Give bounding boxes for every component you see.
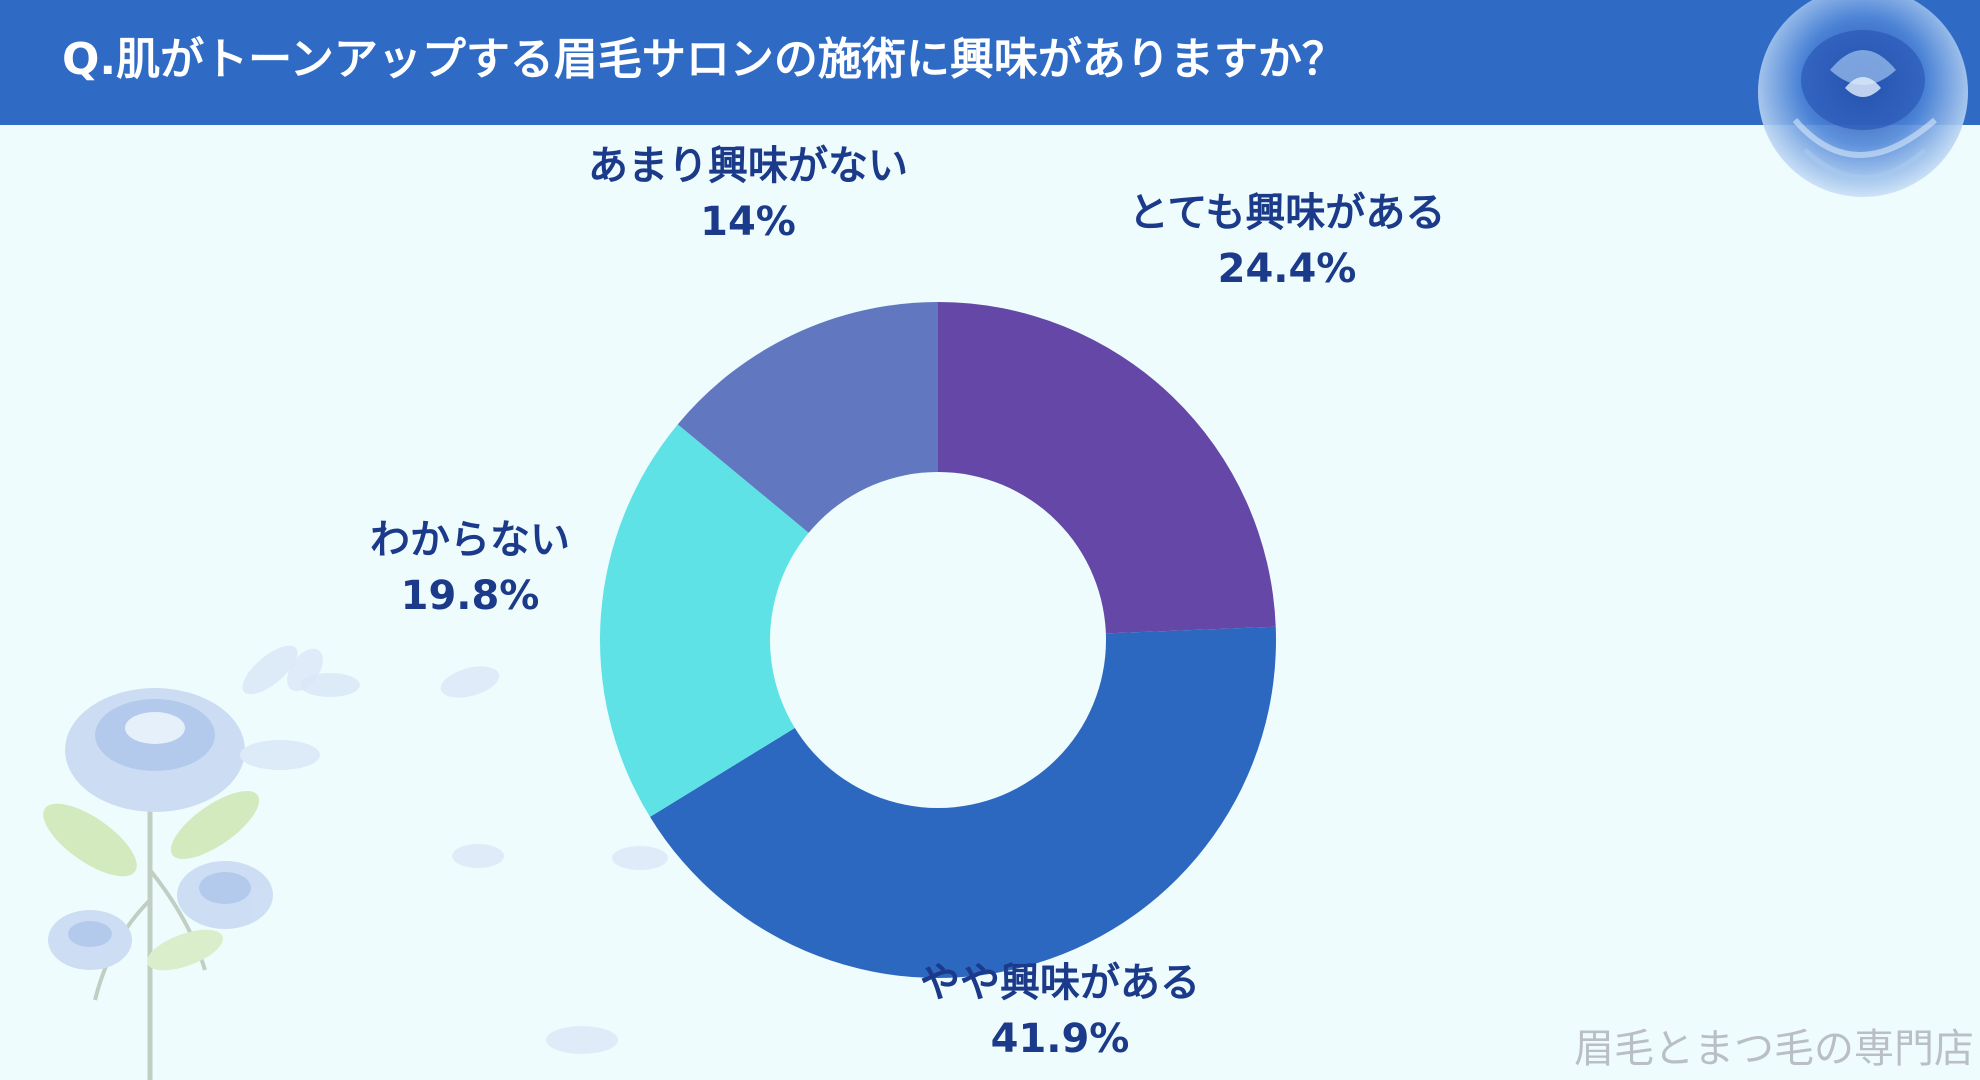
rose-decoration-bottom-icon xyxy=(43,645,360,1080)
watermark: 眉毛とまつ毛の専門店 xyxy=(1574,1026,1974,1072)
petal-decoration-icon xyxy=(287,648,668,1054)
chart-title: Q.肌がトーンアップする眉毛サロンの施術に興味がありますか？ xyxy=(62,34,1346,85)
rose-decoration-top-icon xyxy=(1758,0,1968,197)
slice-dont-know xyxy=(600,424,938,817)
slice-label-somewhat-interested: やや興味がある 41.9% xyxy=(920,960,1200,1062)
slice-label-very-interested: とても興味がある 24.4% xyxy=(1128,190,1446,292)
donut-hole xyxy=(770,472,1106,808)
slice-label-dont-know: わからない 19.8% xyxy=(370,517,570,619)
header-bar: Q.肌がトーンアップする眉毛サロンの施術に興味がありますか？ xyxy=(0,0,1980,125)
slice-label-not-interested: あまり興味がない 14% xyxy=(588,143,908,245)
